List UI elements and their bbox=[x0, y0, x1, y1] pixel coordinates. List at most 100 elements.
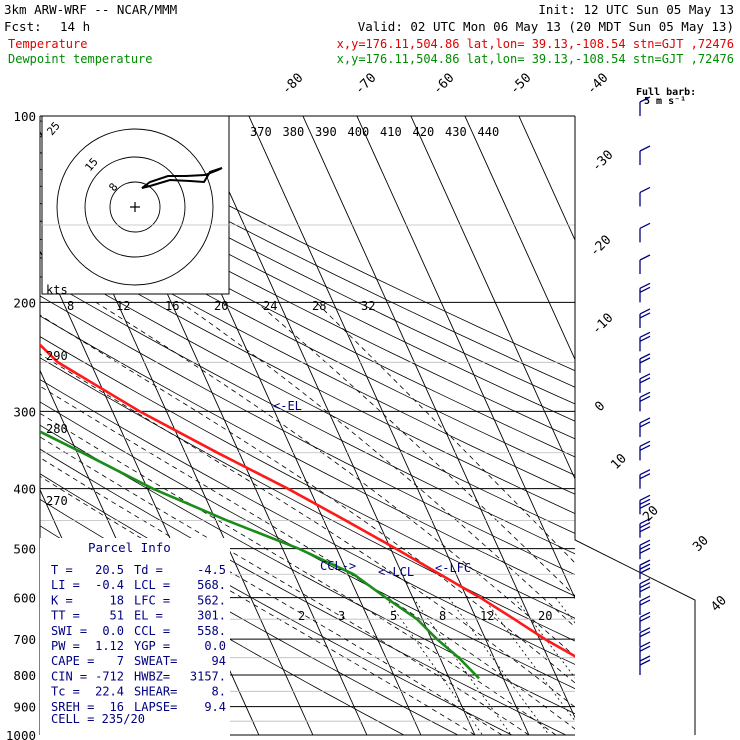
mixing-ratio-line bbox=[412, 597, 512, 736]
parcel-value: 18 bbox=[110, 593, 124, 607]
wind-barbs: Full barb:5 m s⁻¹ bbox=[636, 87, 696, 676]
parcel-value: -4.5 bbox=[197, 563, 226, 577]
parcel-value: 0.0 bbox=[204, 639, 226, 653]
wind-barb-flag bbox=[639, 627, 651, 634]
isotherm-label: -20 bbox=[587, 233, 614, 260]
wind-barb-flag bbox=[639, 611, 651, 618]
mixing-ratio-label: 5 bbox=[390, 609, 397, 623]
wind-barb-flag bbox=[639, 469, 651, 476]
parcel-value: -712 bbox=[95, 669, 124, 683]
parcel-label: LFC = bbox=[134, 593, 170, 607]
parcel-label: SWEAT= bbox=[134, 654, 177, 668]
mixing-ratio-line bbox=[514, 597, 575, 679]
parcel-label: EL = bbox=[134, 609, 163, 623]
parcel-info-panel: Parcel Info T = 20.5 Td = -4.5 LI = -0.4 LCL =… bbox=[40, 538, 230, 738]
theta-label: 410 bbox=[380, 125, 402, 139]
theta-label: 420 bbox=[413, 125, 435, 139]
parcel-label: CAPE = bbox=[51, 654, 94, 668]
hodograph-speed-label: 16 bbox=[165, 299, 179, 313]
parcel-value: 8. bbox=[212, 685, 226, 699]
parcel-label: CCL = bbox=[134, 624, 170, 638]
isotherm-label: -50 bbox=[507, 71, 534, 98]
parcel-label: LCL = bbox=[134, 578, 170, 592]
wind-barb-flag bbox=[639, 526, 651, 533]
isotherm-label: 0 bbox=[592, 399, 608, 415]
wind-barb-flag bbox=[639, 331, 651, 338]
pressure-tick-label: 300 bbox=[13, 404, 36, 419]
wind-barb-flag bbox=[639, 502, 651, 509]
parcel-value: 94 bbox=[212, 654, 226, 668]
wind-barb-flag bbox=[639, 563, 651, 570]
hodograph-center bbox=[130, 202, 140, 212]
wind-barb-flag bbox=[639, 595, 651, 602]
wind-barb-flag bbox=[639, 440, 651, 447]
parcel-value: 3157. bbox=[190, 669, 226, 683]
wind-barb-flag bbox=[639, 547, 651, 554]
hodograph-speed-label: 24 bbox=[263, 299, 277, 313]
parcel-label: SREH = bbox=[51, 700, 94, 714]
pressure-tick-label: 800 bbox=[13, 668, 36, 683]
fcst-label: Fcst: bbox=[4, 19, 42, 34]
wind-barb-flag bbox=[639, 539, 651, 546]
moist-adiabat bbox=[40, 436, 530, 736]
wind-barb-flag bbox=[639, 582, 651, 589]
pressure-tick-label: 200 bbox=[13, 295, 36, 310]
plot-frame bbox=[574, 116, 696, 735]
pressure-tick-label: 400 bbox=[13, 482, 36, 497]
temperature-line bbox=[40, 343, 575, 658]
theta-e-label: 280 bbox=[46, 422, 68, 436]
wind-barb-flag bbox=[639, 186, 651, 194]
isotherm-label: -70 bbox=[352, 71, 379, 98]
wind-barb-flag bbox=[639, 417, 651, 424]
theta-e-label: 270 bbox=[46, 494, 68, 508]
isotherm-label: -30 bbox=[589, 148, 616, 175]
parcel-value: 20.5 bbox=[95, 563, 124, 577]
parcel-value: 51 bbox=[110, 609, 124, 623]
barb-legend-unit: 5 m s⁻¹ bbox=[644, 96, 686, 107]
parcel-value: 1.12 bbox=[95, 639, 124, 653]
mixing-ratio-label: 3 bbox=[338, 609, 345, 623]
parcel-value: 562. bbox=[197, 593, 226, 607]
parcel-label: HWBZ= bbox=[134, 669, 170, 683]
isotherm-line bbox=[410, 116, 575, 480]
parcel-label: T = bbox=[51, 563, 73, 577]
wind-barb-flag bbox=[639, 631, 651, 638]
dewpoint-info: x,y=176.11,504.86 lat,lon= 39.13,-108.54… bbox=[337, 52, 734, 66]
valid-time: Valid: 02 UTC Mon 06 May 13 (20 MDT Sun … bbox=[358, 19, 734, 34]
isotherm-label: -40 bbox=[584, 71, 611, 98]
hodograph-speed-label: 12 bbox=[116, 299, 130, 313]
isotherm-line bbox=[248, 116, 530, 736]
parcel-cell: CELL = 235/20 bbox=[51, 712, 145, 726]
wind-barb-flag bbox=[639, 353, 651, 360]
moist-adiabat bbox=[256, 301, 575, 597]
wind-barb-flag bbox=[639, 559, 651, 566]
parcel-label: SWI = bbox=[51, 624, 87, 638]
dewpoint-line bbox=[40, 430, 480, 680]
wind-barb-flag bbox=[639, 421, 651, 428]
parcel-value: 568. bbox=[197, 578, 226, 592]
parcel-value: 7 bbox=[117, 654, 124, 668]
isotherm-label: -10 bbox=[589, 311, 616, 338]
pressure-tick-label: 900 bbox=[13, 700, 36, 715]
theta-label: 440 bbox=[478, 125, 500, 139]
wind-barb-flag bbox=[639, 494, 651, 501]
theta-label: 430 bbox=[445, 125, 467, 139]
wind-barb-flag bbox=[639, 578, 651, 585]
wind-barb-flag bbox=[639, 586, 651, 593]
wind-barb-flag bbox=[639, 222, 651, 229]
parcel-value: 301. bbox=[197, 609, 226, 623]
barb-legend-title: Full barb: bbox=[636, 87, 696, 98]
wind-barb-flag bbox=[639, 498, 651, 505]
wind-barb-flag bbox=[639, 599, 651, 606]
parcel-label: LI = bbox=[51, 578, 80, 592]
wind-barb-flag bbox=[639, 543, 651, 550]
wind-barb-flag bbox=[639, 282, 651, 289]
parcel-value: -0.4 bbox=[95, 578, 124, 592]
hodograph-speed-label: 32 bbox=[361, 299, 375, 313]
fcst-value: 14 h bbox=[60, 19, 90, 34]
wind-barb-flag bbox=[639, 473, 651, 480]
isotherm-label: -60 bbox=[430, 71, 457, 98]
parcel-info-title: Parcel Info bbox=[88, 540, 171, 555]
